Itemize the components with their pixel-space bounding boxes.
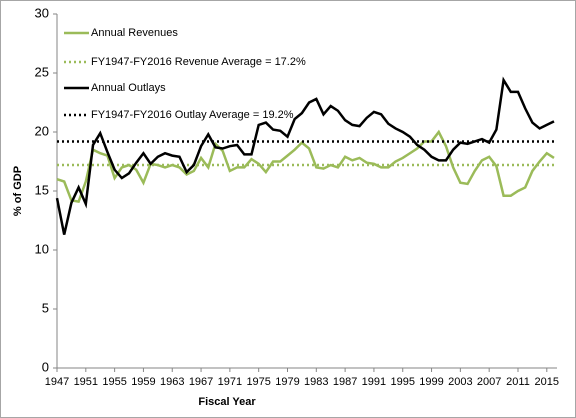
series-line (56, 129, 555, 204)
legend-label: FY1947-FY2016 Outlay Average = 19.2% (91, 109, 294, 121)
y-tick-label: 5 (42, 300, 49, 315)
x-tick-label: 1999 (419, 376, 443, 388)
x-tick-label: 1991 (362, 376, 386, 388)
x-tick-label: 1979 (275, 376, 299, 388)
x-tick-label: 1987 (333, 376, 357, 388)
y-tick-label: 15 (35, 182, 49, 197)
x-tick-label: 1967 (189, 376, 213, 388)
y-tick-label: 10 (35, 241, 49, 256)
x-tick-label: 2003 (448, 376, 472, 388)
y-tick-label: 30 (35, 5, 49, 20)
y-tick-label: 25 (35, 64, 49, 79)
x-tick-label: 1975 (246, 376, 270, 388)
x-tick-label: 2007 (477, 376, 501, 388)
x-tick-label: 1959 (131, 376, 155, 388)
x-tick-label: 2015 (535, 376, 559, 388)
x-axis-label: Fiscal Year (198, 396, 256, 408)
x-tick-label: 1951 (74, 376, 98, 388)
series-line (55, 76, 555, 235)
y-tick-label: 20 (35, 123, 49, 138)
x-tick-label: 1995 (390, 376, 414, 388)
x-tick-label: 1983 (304, 376, 328, 388)
x-tick-label: 1963 (160, 376, 184, 388)
x-tick-label: 1947 (45, 376, 69, 388)
legend-label: FY1947-FY2016 Revenue Average = 17.2% (91, 56, 306, 68)
x-tick-label: 2011 (506, 376, 530, 388)
x-tick-label: 1971 (218, 376, 242, 388)
legend-label: Annual Revenues (91, 27, 178, 39)
y-axis-label: % of GDP (12, 166, 24, 216)
legend-label: Annual Outlays (91, 82, 166, 94)
y-tick-label: 0 (42, 359, 49, 374)
x-tick-label: 1955 (102, 376, 126, 388)
